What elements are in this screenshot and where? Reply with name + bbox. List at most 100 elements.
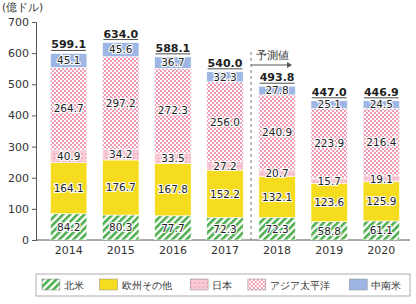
data-label: 61.1 <box>370 224 393 236</box>
legend-item: 中南米 <box>349 279 401 291</box>
bar-segment <box>207 217 243 240</box>
x-tick-label: 2020 <box>367 244 395 257</box>
y-tick-label: 200 <box>8 172 29 185</box>
x-tick: 2015 <box>107 240 135 257</box>
y-tick-label: 500 <box>8 78 29 91</box>
y-tick-label: 400 <box>8 109 29 122</box>
bar-segment <box>363 221 399 240</box>
x-tick-label: 2019 <box>315 244 343 257</box>
bar-segment <box>155 216 191 240</box>
bar-segment <box>103 160 139 215</box>
legend-swatch <box>100 279 118 290</box>
y-tick-label: 600 <box>8 47 29 60</box>
data-label: 32.3 <box>213 71 236 83</box>
legend-frame <box>36 274 410 296</box>
legend-item: 日本 <box>190 279 232 291</box>
data-label: 19.1 <box>370 173 393 185</box>
data-label: 123.6 <box>314 196 344 208</box>
data-label: 272.3 <box>158 104 188 116</box>
data-label: 240.9 <box>262 126 292 138</box>
bar-segment <box>207 82 243 162</box>
x-tick: 2016 <box>159 240 187 257</box>
data-label: 84.2 <box>57 221 80 233</box>
y-axis-title: (億ドル) <box>2 1 43 13</box>
y-tick: 500 <box>8 78 36 91</box>
legend-swatch <box>349 279 367 290</box>
annotation-arrow <box>251 65 287 66</box>
total-underline <box>155 53 190 54</box>
data-label: 132.1 <box>262 191 292 203</box>
total-underline <box>208 68 243 69</box>
data-label: 125.9 <box>366 195 396 207</box>
annotation-text: 予測値 <box>256 49 289 61</box>
chart: 0100200300400500600700201420152016201720… <box>0 0 416 304</box>
data-label: 40.9 <box>57 150 80 162</box>
y-tick-mark <box>32 178 36 179</box>
y-tick: 300 <box>8 141 36 154</box>
bar-segment <box>50 67 86 149</box>
total-label: 588.1 <box>155 42 190 55</box>
y-axis-line <box>32 23 37 241</box>
total-label: 599.1 <box>51 38 86 51</box>
total-label: 540.0 <box>208 57 243 70</box>
y-tick-mark <box>32 84 36 85</box>
data-label: 24.5 <box>370 98 393 110</box>
x-tick-label: 2018 <box>263 244 291 257</box>
bar-segment <box>50 150 86 163</box>
total-label: 493.8 <box>260 71 295 84</box>
data-label: 77.7 <box>161 222 184 234</box>
x-tick: 2017 <box>211 240 239 257</box>
bar-segment <box>259 95 295 170</box>
forecast-divider <box>251 52 252 240</box>
y-tick-label: 300 <box>8 141 29 154</box>
y-tick-label: 100 <box>8 203 29 216</box>
data-label: 80.3 <box>109 221 132 233</box>
total-underline <box>51 50 86 51</box>
data-label: 45.6 <box>109 43 133 55</box>
legend-label: 日本 <box>212 279 232 291</box>
legend-item: 欧州その他 <box>100 279 172 291</box>
total-label: 447.0 <box>312 86 347 99</box>
annotation-arrowhead <box>287 62 292 68</box>
bar-segment <box>155 164 191 216</box>
bar-segment <box>363 108 399 175</box>
bar-segment <box>311 222 347 240</box>
legend-item: 北米 <box>42 279 84 291</box>
data-label: 45.1 <box>57 54 80 66</box>
bar-segment <box>259 217 295 240</box>
data-label: 15.7 <box>318 175 341 187</box>
total-label: 446.9 <box>364 86 399 99</box>
data-label: 264.7 <box>54 102 84 114</box>
bar-segment <box>50 163 86 214</box>
data-label: 152.2 <box>210 188 240 200</box>
data-label: 27.8 <box>265 84 288 96</box>
data-labels: 84.280.377.772.372.358.861.1164.1176.716… <box>54 43 397 236</box>
bars <box>50 43 399 240</box>
x-tick: 2020 <box>367 240 395 257</box>
x-tick-label: 2016 <box>159 244 187 257</box>
x-tick: 2018 <box>263 240 291 257</box>
bar-segment <box>50 53 86 67</box>
bar-segment <box>259 176 295 217</box>
legend-swatch <box>42 279 60 290</box>
y-tick-mark <box>32 147 36 148</box>
y-tick-label: 700 <box>8 16 29 29</box>
data-label: 34.2 <box>109 148 132 160</box>
x-axis: 2014201520162017201820192020 <box>36 240 410 257</box>
x-tick-label: 2017 <box>211 244 239 257</box>
bar-segment <box>311 109 347 179</box>
legend: 北米 欧州その他 日本 アジア太平洋 中南米 <box>36 274 410 296</box>
data-label: 36.7 <box>161 56 184 68</box>
bar-segment <box>155 57 191 68</box>
legend-label: アジア太平洋 <box>270 279 330 291</box>
bar-segment <box>50 214 86 240</box>
data-label: 176.7 <box>106 181 136 193</box>
y-tick-label: 0 <box>22 234 29 247</box>
data-label: 223.9 <box>314 137 344 149</box>
x-tick-label: 2015 <box>107 244 135 257</box>
bar-segment <box>103 43 139 57</box>
bar-segment <box>311 183 347 221</box>
bar-segment <box>363 182 399 221</box>
bar-segment <box>155 68 191 153</box>
legend-swatch <box>190 279 208 290</box>
